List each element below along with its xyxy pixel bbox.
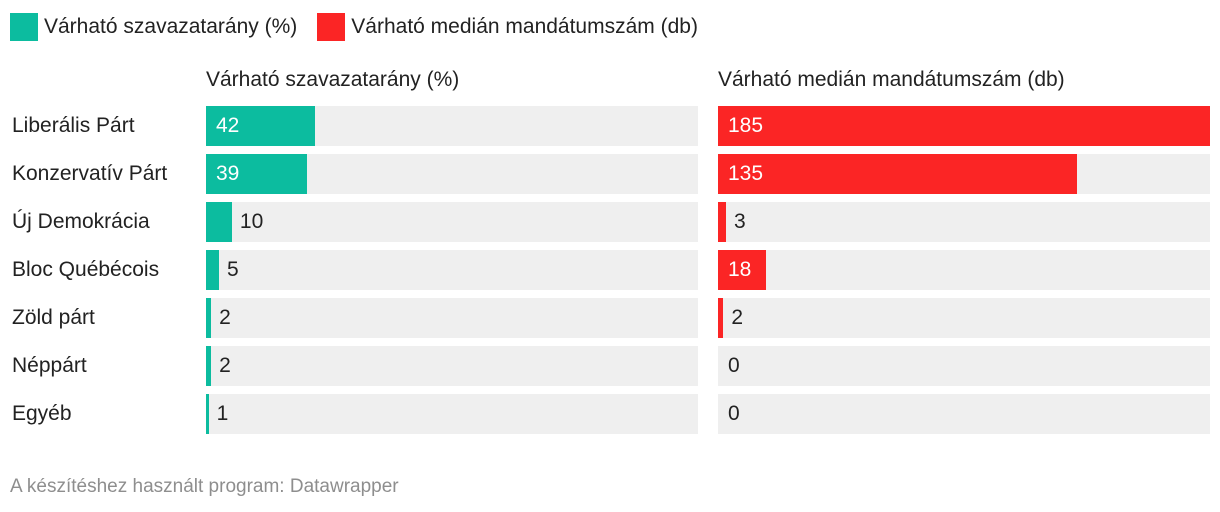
bar-track: 18 — [718, 250, 1210, 290]
bar-track: 2 — [206, 346, 698, 386]
data-label: 3 — [733, 210, 746, 233]
legend-item-vote-share: Várható szavazatarány (%) — [10, 13, 297, 41]
row-label: Egyéb — [12, 402, 72, 425]
data-label: 0 — [728, 402, 740, 425]
bar-track: 0 — [718, 394, 1210, 434]
bar — [718, 298, 724, 338]
row-label: Bloc Québécois — [12, 258, 160, 281]
legend-swatch-vote-share — [10, 13, 38, 41]
row-label: Néppárt — [12, 354, 87, 377]
bar-track: 185 — [718, 106, 1210, 146]
bar — [206, 154, 307, 194]
bar — [718, 154, 1078, 194]
footer-credit: A készítéshez használt program: Datawrap… — [10, 476, 399, 497]
column-header-1: Várható medián mandátumszám (db) — [718, 68, 1065, 91]
data-label: 185 — [728, 114, 764, 137]
bar-track: 135 — [718, 154, 1210, 194]
row-label: Új Demokrácia — [12, 210, 150, 233]
bar — [206, 250, 219, 290]
bar — [206, 346, 212, 386]
bar-track: 42 — [206, 106, 698, 146]
bar-track: 39 — [206, 154, 698, 194]
bar-track: 10 — [206, 202, 698, 242]
bar-track: 3 — [718, 202, 1210, 242]
data-label: 42 — [216, 114, 240, 137]
data-label: 5 — [226, 258, 239, 281]
data-label: 18 — [728, 258, 752, 281]
data-label: 135 — [728, 162, 764, 185]
row-label: Zöld párt — [12, 306, 95, 329]
bar — [718, 202, 726, 242]
data-label: 2 — [219, 306, 231, 329]
legend-label-vote-share: Várható szavazatarány (%) — [44, 15, 298, 38]
bar-track: 0 — [718, 346, 1210, 386]
bar-track: 2 — [718, 298, 1210, 338]
data-label: 10 — [239, 210, 264, 233]
bar-track: 1 — [206, 394, 698, 434]
legend: Várható szavazatarány (%) Várható medián… — [10, 12, 718, 42]
data-label: 0 — [728, 354, 740, 377]
row-label: Liberális Párt — [12, 114, 135, 137]
bar — [718, 250, 766, 290]
bar — [206, 298, 212, 338]
column-header-0: Várható szavazatarány (%) — [206, 68, 460, 91]
data-label: 39 — [216, 162, 240, 185]
data-label: 1 — [216, 402, 229, 425]
legend-swatch-seats — [317, 13, 346, 41]
row-label: Konzervatív Párt — [12, 162, 168, 185]
data-label: 2 — [219, 354, 231, 377]
bar — [718, 106, 1210, 146]
bar — [206, 106, 315, 146]
bar — [206, 394, 209, 434]
legend-item-seats: Várható medián mandátumszám (db) — [317, 13, 698, 41]
bar — [206, 202, 232, 242]
legend-label-seats: Várható medián mandátumszám (db) — [351, 15, 698, 38]
bar-track: 5 — [206, 250, 698, 290]
data-label: 2 — [731, 306, 743, 329]
bar-track: 2 — [206, 298, 698, 338]
